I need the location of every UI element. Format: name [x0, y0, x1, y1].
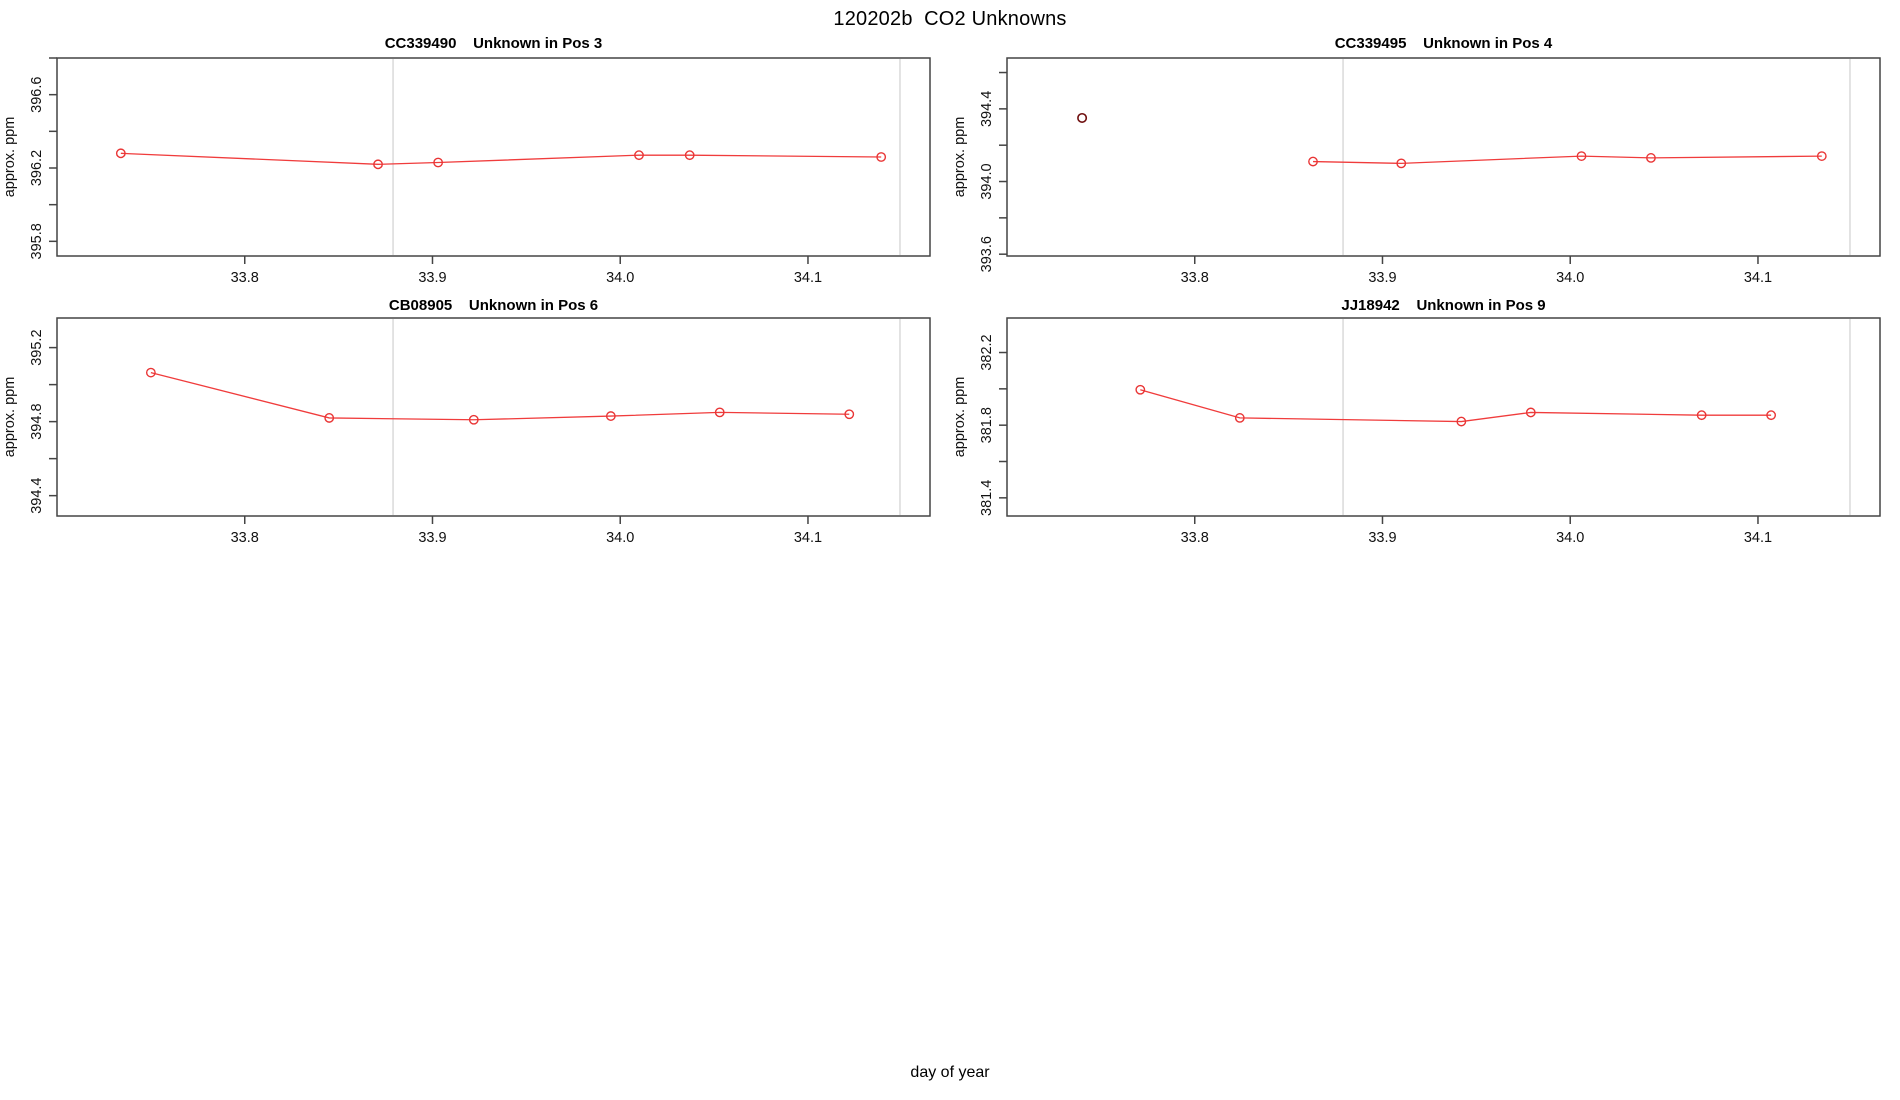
plot-border	[56, 317, 931, 517]
y-tick-label: 381.4	[979, 480, 995, 516]
y-tick-label: 394.0	[979, 163, 995, 199]
data-point	[1576, 151, 1587, 161]
plot-border	[56, 57, 931, 257]
x-tick-label: 33.8	[231, 530, 259, 546]
data-point	[605, 411, 616, 421]
y-axis-label: approx. ppm	[2, 117, 18, 198]
data-point	[373, 159, 383, 170]
y-tick-label: 393.6	[979, 236, 995, 272]
data-point	[1234, 413, 1245, 423]
panel-title-cb08905: CB08905 Unknown in Pos 6	[388, 297, 599, 314]
data-point	[1456, 416, 1467, 427]
x-tick-label: 34.0	[1556, 270, 1584, 286]
y-axis-label: approx. ppm	[2, 377, 18, 458]
chart-cc339490: 33.8 33.9 34.0 34.1 395.8 396.2 396.6 approx. p…	[2, 57, 931, 286]
y-tick-label: 396.6	[29, 77, 45, 113]
data-line	[120, 152, 882, 165]
x-tick-label: 34.1	[794, 270, 822, 286]
data-point	[876, 152, 887, 162]
y-tick-label: 394.4	[29, 477, 45, 513]
y-tick-label: 395.8	[29, 223, 45, 259]
x-tick-label: 33.8	[231, 270, 259, 286]
y-tick-label: 396.2	[29, 150, 45, 186]
data-point	[684, 150, 695, 161]
data-point	[1816, 151, 1827, 161]
x-tick-label: 33.8	[1181, 530, 1209, 546]
panel-title-jj18942: JJ18942 Unknown in Pos 9	[1341, 297, 1546, 314]
y-tick-label: 382.2	[979, 334, 995, 370]
data-point	[714, 407, 725, 418]
data-point	[1696, 410, 1707, 421]
data-line	[1313, 155, 1822, 165]
data-point	[844, 409, 855, 420]
data-point	[1308, 156, 1318, 167]
y-tick-label: 394.8	[29, 403, 45, 439]
y-tick-label: 381.8	[979, 407, 995, 443]
data-point	[324, 413, 335, 423]
y-axis-label: approx. ppm	[952, 377, 968, 458]
data-point	[115, 148, 126, 159]
data-point	[1396, 158, 1407, 169]
x-tick-label: 33.9	[418, 270, 446, 286]
x-tick-label: 33.9	[418, 530, 446, 546]
y-axis-label: approx. ppm	[952, 117, 968, 198]
x-tick-label: 34.0	[1556, 530, 1584, 546]
page-title: 120202b CO2 Unknowns	[833, 8, 1067, 30]
data-point	[145, 367, 156, 378]
data-point	[433, 157, 444, 168]
x-tick-label: 33.9	[1368, 270, 1396, 286]
x-tick-label: 33.8	[1181, 270, 1209, 286]
x-tick-label: 34.0	[606, 530, 634, 546]
panel-title-cc339490: CC339490 Unknown in Pos 3	[384, 35, 603, 52]
data-point	[1135, 384, 1146, 395]
x-tick-label: 34.1	[1744, 270, 1772, 286]
plot-border	[1006, 57, 1881, 257]
data-point	[634, 150, 644, 161]
x-axis-label: day of year	[910, 1064, 990, 1081]
data-point	[468, 414, 479, 425]
y-tick-label: 395.2	[29, 329, 45, 365]
x-tick-label: 34.1	[794, 530, 822, 546]
chart-jj18942: 33.8 33.9 34.0 34.1 381.4 381.8 382.2 approx. p…	[952, 317, 1881, 546]
outlier-point	[1077, 112, 1088, 123]
chart-cc339495: 33.8 33.9 34.0 34.1 393.6 394.0 394.4 approx. p…	[952, 57, 1881, 286]
data-point	[1525, 407, 1536, 418]
data-point	[1766, 410, 1777, 421]
x-tick-label: 34.0	[606, 270, 634, 286]
x-tick-label: 33.9	[1368, 530, 1396, 546]
data-line	[1140, 389, 1772, 423]
x-tick-label: 34.1	[1744, 530, 1772, 546]
y-tick-label: 394.4	[979, 91, 995, 127]
plot-border	[1006, 317, 1881, 517]
chart-cb08905: 33.8 33.9 34.0 34.1 394.4 394.8 395.2 approx. p…	[2, 317, 931, 546]
data-point	[1646, 153, 1656, 163]
data-line	[150, 371, 850, 421]
panel-title-cc339495: CC339495 Unknown in Pos 4	[1334, 35, 1553, 52]
